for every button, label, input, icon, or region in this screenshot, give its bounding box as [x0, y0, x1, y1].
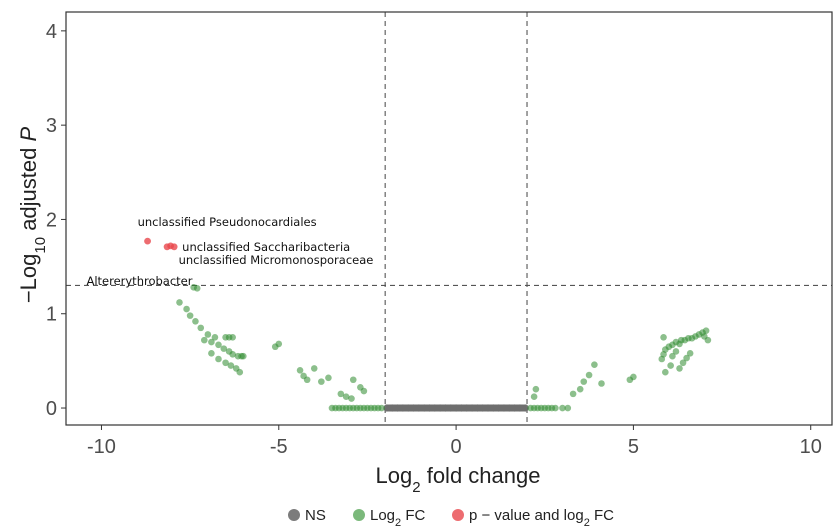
point-label: unclassified Saccharibacteria — [182, 240, 350, 254]
data-point-fc — [211, 334, 219, 341]
data-point-fc — [208, 350, 215, 357]
x-tick-label: -5 — [270, 436, 288, 458]
data-point-fc — [559, 404, 566, 412]
data-point-fc — [296, 367, 304, 374]
x-axis: -10 -5 0 5 10 — [87, 425, 822, 458]
x-tick-label: -10 — [87, 436, 116, 458]
data-point-fc — [240, 352, 247, 360]
data-point-fc — [679, 359, 687, 367]
data-point-fc — [208, 338, 215, 346]
data-point-fc — [591, 361, 598, 368]
data-points — [144, 237, 712, 412]
legend-label: NS — [305, 507, 326, 524]
data-point-fc — [236, 368, 244, 376]
data-point-significant — [144, 237, 151, 245]
data-point-fc — [564, 404, 572, 412]
data-point-fc — [197, 324, 205, 332]
data-point-fc — [576, 385, 584, 393]
data-point-fc — [318, 378, 325, 385]
y-axis: 0 1 2 3 4 — [46, 21, 66, 420]
x-tick-label: 0 — [451, 436, 462, 458]
data-point-fc — [303, 376, 311, 384]
legend-label: p − value and log2 FC — [469, 507, 614, 529]
point-label: unclassified Pseudonocardiales — [138, 215, 317, 229]
data-point-fc — [193, 284, 201, 292]
ns-point-cluster — [385, 404, 528, 412]
data-point-fc — [310, 365, 318, 372]
data-point-fc — [227, 362, 235, 369]
data-point-fc — [348, 395, 355, 402]
point-annotations: unclassified Pseudonocardiales unclassifi… — [86, 215, 373, 288]
data-point-fc — [667, 362, 674, 369]
data-point-fc — [325, 374, 332, 382]
data-point-fc — [569, 390, 577, 398]
plot-panel-border — [65, 11, 833, 426]
x-tick-label: 5 — [628, 436, 639, 458]
data-point-fc — [702, 327, 710, 335]
data-point-fc — [669, 341, 676, 349]
legend-swatch — [452, 509, 464, 521]
data-point-fc — [215, 341, 222, 349]
data-point-fc — [186, 312, 194, 319]
data-point-fc — [669, 352, 676, 360]
data-point-fc — [201, 336, 208, 344]
data-point-fc — [192, 317, 199, 325]
data-point-fc — [229, 350, 236, 358]
x-tick-label: 10 — [800, 436, 822, 458]
legend-swatch — [353, 509, 365, 521]
data-point-fc — [176, 299, 183, 306]
data-point-fc — [530, 393, 538, 401]
data-point-fc — [598, 380, 605, 387]
y-tick-label: 1 — [46, 304, 57, 326]
data-point-fc — [360, 387, 368, 395]
y-tick-label: 2 — [46, 209, 57, 231]
y-axis-title: −Log10 adjusted P — [16, 127, 49, 304]
y-tick-label: 0 — [46, 398, 57, 420]
data-point-fc — [552, 404, 559, 412]
data-point-fc — [630, 373, 637, 381]
legend-label: Log2 FC — [370, 507, 425, 529]
point-label: unclassified Micromonosporaceae — [179, 253, 374, 267]
legend-swatch — [288, 509, 300, 521]
data-point-fc — [215, 355, 222, 363]
data-point-fc — [686, 350, 694, 357]
data-point-fc — [222, 359, 229, 367]
y-tick-label: 3 — [46, 115, 57, 137]
y-tick-label: 4 — [46, 21, 57, 43]
data-point-fc — [676, 365, 683, 372]
data-point-fc — [580, 378, 588, 385]
data-point-fc — [585, 371, 593, 379]
data-point-fc — [204, 331, 212, 338]
data-point-fc — [229, 334, 236, 341]
data-point-fc — [342, 393, 350, 401]
legend-item-both: p − value and log2 FC — [452, 507, 614, 529]
legend: NS Log2 FC p − value and log2 FC — [288, 507, 614, 529]
data-point-fc — [183, 305, 190, 313]
data-point-fc — [532, 385, 540, 393]
data-point-fc — [275, 340, 283, 348]
data-point-fc — [220, 345, 228, 352]
data-point-fc — [704, 336, 712, 344]
data-point-significant — [167, 242, 175, 250]
data-point-fc — [349, 376, 357, 384]
data-point-fc — [662, 368, 669, 376]
data-point-fc — [672, 348, 680, 355]
x-axis-title: Log2 fold change — [376, 463, 541, 496]
legend-item-fc: Log2 FC — [353, 507, 425, 529]
data-point-fc — [660, 334, 667, 341]
point-label: Altererythrobacter — [86, 274, 192, 288]
data-point-fc — [683, 354, 690, 362]
data-point-fc — [378, 404, 385, 412]
data-point-fc — [337, 390, 345, 398]
legend-item-NS: NS — [288, 507, 326, 524]
